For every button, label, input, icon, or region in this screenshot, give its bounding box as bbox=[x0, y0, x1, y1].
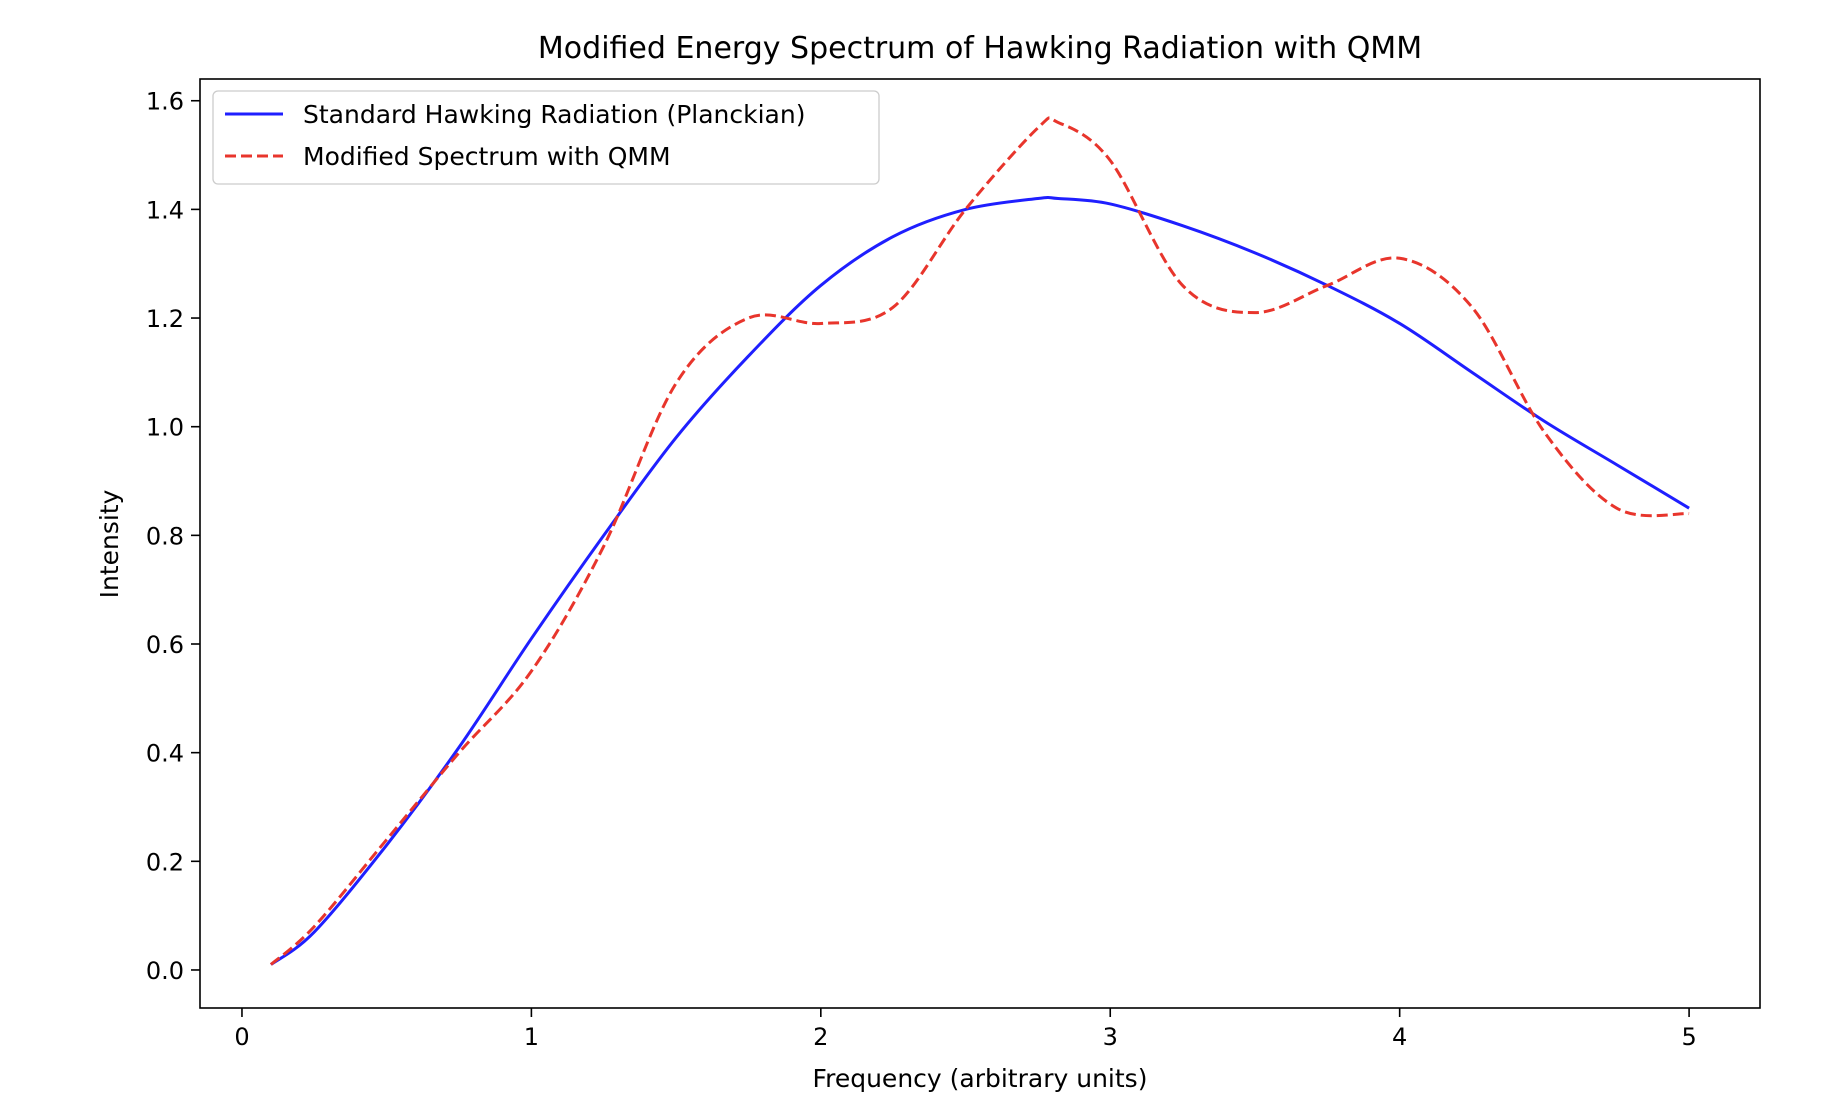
legend: Standard Hawking Radiation (Planckian) M… bbox=[212, 90, 880, 185]
chart-title: Modified Energy Spectrum of Hawking Radi… bbox=[538, 31, 1422, 66]
y-axis-ticks: 0.0 0.2 0.4 0.6 0.8 1.0 1.2 1.4 1.6 bbox=[146, 88, 200, 985]
x-tick-label: 4 bbox=[1392, 1023, 1407, 1051]
x-axis-label: Frequency (arbitrary units) bbox=[813, 1064, 1148, 1093]
series-line-modified bbox=[269, 116, 1690, 966]
y-tick-label: 0.6 bbox=[146, 631, 184, 659]
legend-label-standard: Standard Hawking Radiation (Planckian) bbox=[303, 100, 805, 129]
x-tick-label: 1 bbox=[524, 1023, 539, 1051]
plot-frame bbox=[199, 78, 1761, 1009]
x-axis-ticks: 0 1 2 3 4 5 bbox=[234, 1008, 1697, 1051]
y-tick-label: 0.0 bbox=[146, 957, 184, 985]
x-tick-label: 3 bbox=[1103, 1023, 1118, 1051]
y-axis-label: Intensity bbox=[95, 489, 124, 598]
series-group bbox=[269, 116, 1690, 966]
y-tick-label: 1.6 bbox=[146, 88, 184, 116]
y-tick-label: 1.4 bbox=[146, 196, 184, 224]
y-tick-label: 0.8 bbox=[146, 522, 184, 550]
legend-box bbox=[212, 90, 880, 185]
y-tick-label: 1.0 bbox=[146, 414, 184, 442]
y-tick-label: 1.2 bbox=[146, 305, 184, 333]
series-line-standard bbox=[270, 195, 1690, 966]
y-tick-label: 0.4 bbox=[146, 740, 184, 768]
x-tick-label: 0 bbox=[234, 1023, 249, 1051]
y-tick-label: 0.2 bbox=[146, 848, 184, 876]
legend-label-modified: Modified Spectrum with QMM bbox=[303, 142, 671, 171]
x-tick-label: 2 bbox=[813, 1023, 828, 1051]
x-tick-label: 5 bbox=[1681, 1023, 1696, 1051]
plot-area-background bbox=[200, 79, 1760, 1008]
